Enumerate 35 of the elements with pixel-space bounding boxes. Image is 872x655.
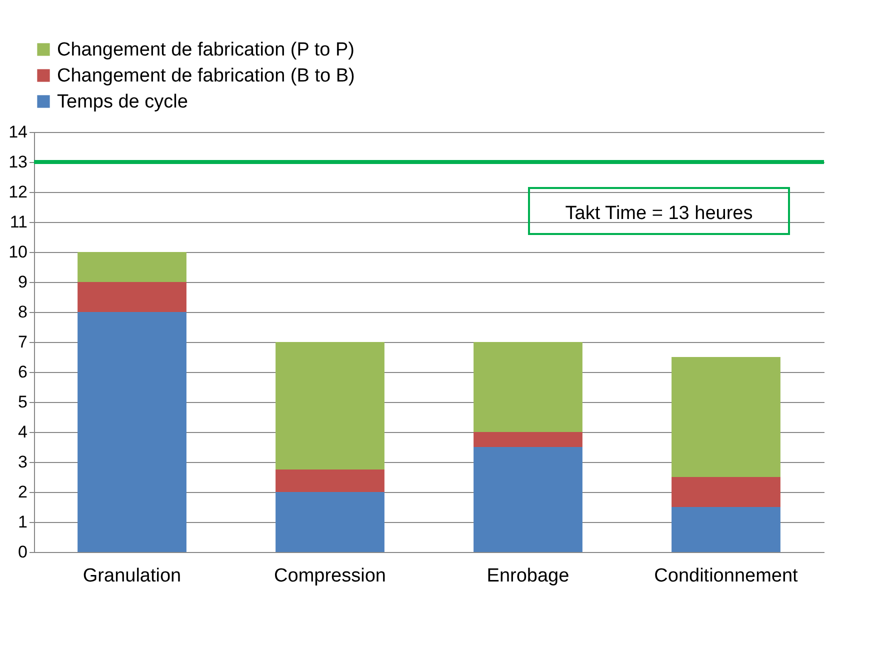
bar (672, 507, 780, 552)
y-tick-label: 12 (8, 182, 28, 202)
y-tick-label: 0 (18, 542, 28, 562)
y-tick-label: 10 (8, 242, 28, 262)
y-tick-label: 5 (18, 392, 28, 412)
bar (276, 342, 384, 470)
y-tick-label: 14 (8, 122, 28, 142)
y-tick-label: 1 (18, 512, 28, 532)
legend-label: Changement de fabrication (P to P) (57, 40, 354, 60)
bar (78, 252, 186, 282)
bar (474, 447, 582, 552)
ref-line-label: Takt Time = 13 heures (565, 203, 753, 224)
y-tick-label: 13 (8, 152, 28, 172)
x-tick-label: Compression (274, 566, 386, 586)
y-tick-label: 2 (18, 482, 28, 502)
bar (672, 357, 780, 477)
x-tick-label: Enrobage (486, 566, 570, 586)
bar (474, 342, 582, 432)
y-tick-label: 8 (18, 302, 28, 322)
y-tick-label: 4 (18, 422, 28, 442)
bar (78, 312, 186, 552)
legend-label: Changement de fabrication (B to B) (57, 66, 355, 86)
y-tick-label: 9 (18, 272, 28, 292)
bar (672, 477, 780, 507)
bar (276, 492, 384, 552)
x-tick-label: Conditionnement (654, 566, 799, 586)
y-tick-label: 6 (18, 362, 28, 382)
y-tick-label: 11 (10, 212, 28, 232)
bar (78, 282, 186, 312)
y-tick-label: 3 (18, 452, 28, 472)
bar (276, 470, 384, 492)
y-tick-label: 7 (18, 332, 28, 352)
legend-label: Temps de cycle (57, 92, 188, 112)
x-tick-label: Granulation (82, 566, 182, 586)
bar (474, 432, 582, 447)
